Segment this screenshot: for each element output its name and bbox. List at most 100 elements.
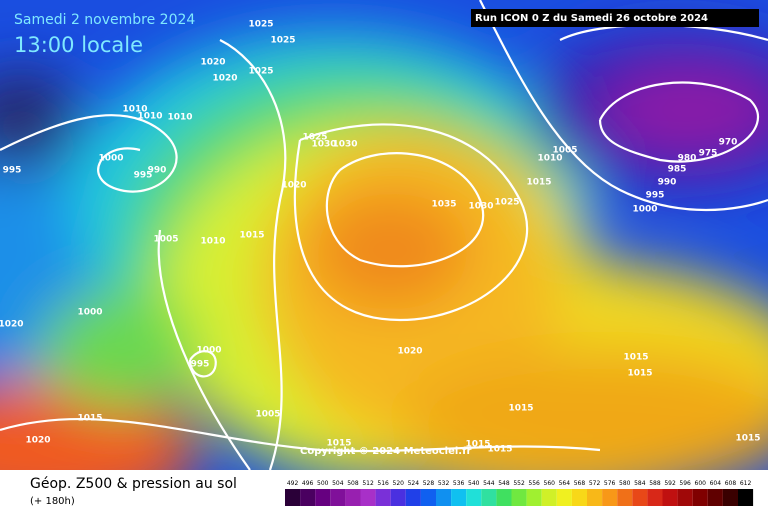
scale-label: 608 [725,480,737,487]
isobar-label: 1000 [196,346,221,356]
isobar-label: 1025 [248,67,273,77]
isobar-label: 1015 [526,178,551,188]
scale-swatch [360,489,376,506]
isobar-label: 1010 [167,113,192,123]
isobar-label: 990 [148,166,167,176]
scale-swatch [405,489,421,506]
isobar-label: 1020 [25,436,50,446]
forecast-date: Samedi 2 novembre 2024 [14,12,195,28]
scale-label: 568 [574,480,586,487]
run-info: Run ICON 0 Z du Samedi 26 octobre 2024 [475,13,708,24]
footer-title: Géop. Z500 & pression au sol [30,476,237,492]
isobar-label: 1015 [487,445,512,455]
scale-swatch [617,489,633,506]
scale-label: 612 [740,480,752,487]
isobar-label: 1030 [311,140,336,150]
scale-label: 536 [453,480,465,487]
isobar-label: 1015 [239,231,264,241]
isobar-label: 1020 [212,74,237,84]
scale-swatch [541,489,557,506]
scale-label: 548 [498,480,510,487]
isobar-label: 1010 [537,154,562,164]
scale-swatch [602,489,618,506]
scale-label: 556 [528,480,540,487]
isobar-label: 1015 [627,369,652,379]
scale-label: 564 [559,480,571,487]
scale-label: 532 [438,480,450,487]
scale-swatch [571,489,587,506]
isobar-label: 1025 [494,198,519,208]
isobar-label: 1015 [465,440,490,450]
color-scale: 492 496 500 504 508 512 516 520 524 528 532 536 540 5… [285,480,754,506]
scale-swatch [375,489,391,506]
scale-swatch [511,489,527,506]
scale-swatch [722,489,738,506]
scale-label: 520 [393,480,405,487]
scale-swatch [345,489,361,506]
scale-label: 576 [604,480,616,487]
scale-swatch [526,489,542,506]
isobar-label: 1010 [200,237,225,247]
forecast-time: 13:00 locale [14,33,143,57]
scale-swatch [707,489,723,506]
scale-swatch [632,489,648,506]
isobar-label: 1010 [122,105,147,115]
isobar-label: 1000 [98,154,123,164]
isobar-label: 1020 [200,58,225,68]
isobar-label: 1025 [302,133,327,143]
scale-swatch [300,489,316,506]
scale-swatch [662,489,678,506]
isobar-label: 1035 [431,200,456,210]
isobar-label: 1015 [77,414,102,424]
isobar-label: 980 [678,154,697,164]
isobar-label: 1015 [508,404,533,414]
isobar-label: 1025 [270,36,295,46]
scale-label: 524 [408,480,420,487]
isobar-label: 995 [191,360,210,370]
scale-label: 560 [544,480,556,487]
isobar-label: 995 [3,166,22,176]
isobar-label: 1020 [397,347,422,357]
isobar-label: 1005 [552,146,577,156]
scale-swatch [677,489,693,506]
scale-label: 500 [317,480,329,487]
footer-lead: (+ 180h) [30,496,75,507]
isobar-label: 1020 [0,320,24,330]
scale-swatch [692,489,708,506]
isobar-label: 1015 [735,434,760,444]
scale-label: 572 [589,480,601,487]
scale-label: 580 [619,480,631,487]
scale-swatch [496,489,512,506]
scale-swatch [330,489,346,506]
isobar-label: 1005 [153,235,178,245]
scale-swatch [420,489,436,506]
scale-label: 528 [423,480,435,487]
scale-label: 584 [634,480,646,487]
copyright: Copyright © 2024 Meteociel.fr [300,446,471,457]
scale-label: 512 [362,480,374,487]
isobar-label: 1015 [623,353,648,363]
scale-swatch [451,489,467,506]
scale-label: 588 [649,480,661,487]
isobar-label: 975 [699,149,718,159]
scale-swatch [285,489,301,506]
scale-label: 600 [695,480,707,487]
scale-swatch [587,489,603,506]
scale-swatch [390,489,406,506]
scale-label: 596 [679,480,691,487]
scale-swatch [436,489,452,506]
isobar-label: 1015 [326,439,351,449]
scale-swatch [466,489,482,506]
isobar-label: 1010 [137,112,162,122]
scale-swatch [481,489,497,506]
scale-label: 516 [377,480,389,487]
scale-swatch [647,489,663,506]
isobar-label: 990 [658,178,677,188]
scale-label: 604 [710,480,722,487]
scale-label: 544 [483,480,495,487]
isobar-label: 985 [668,165,687,175]
